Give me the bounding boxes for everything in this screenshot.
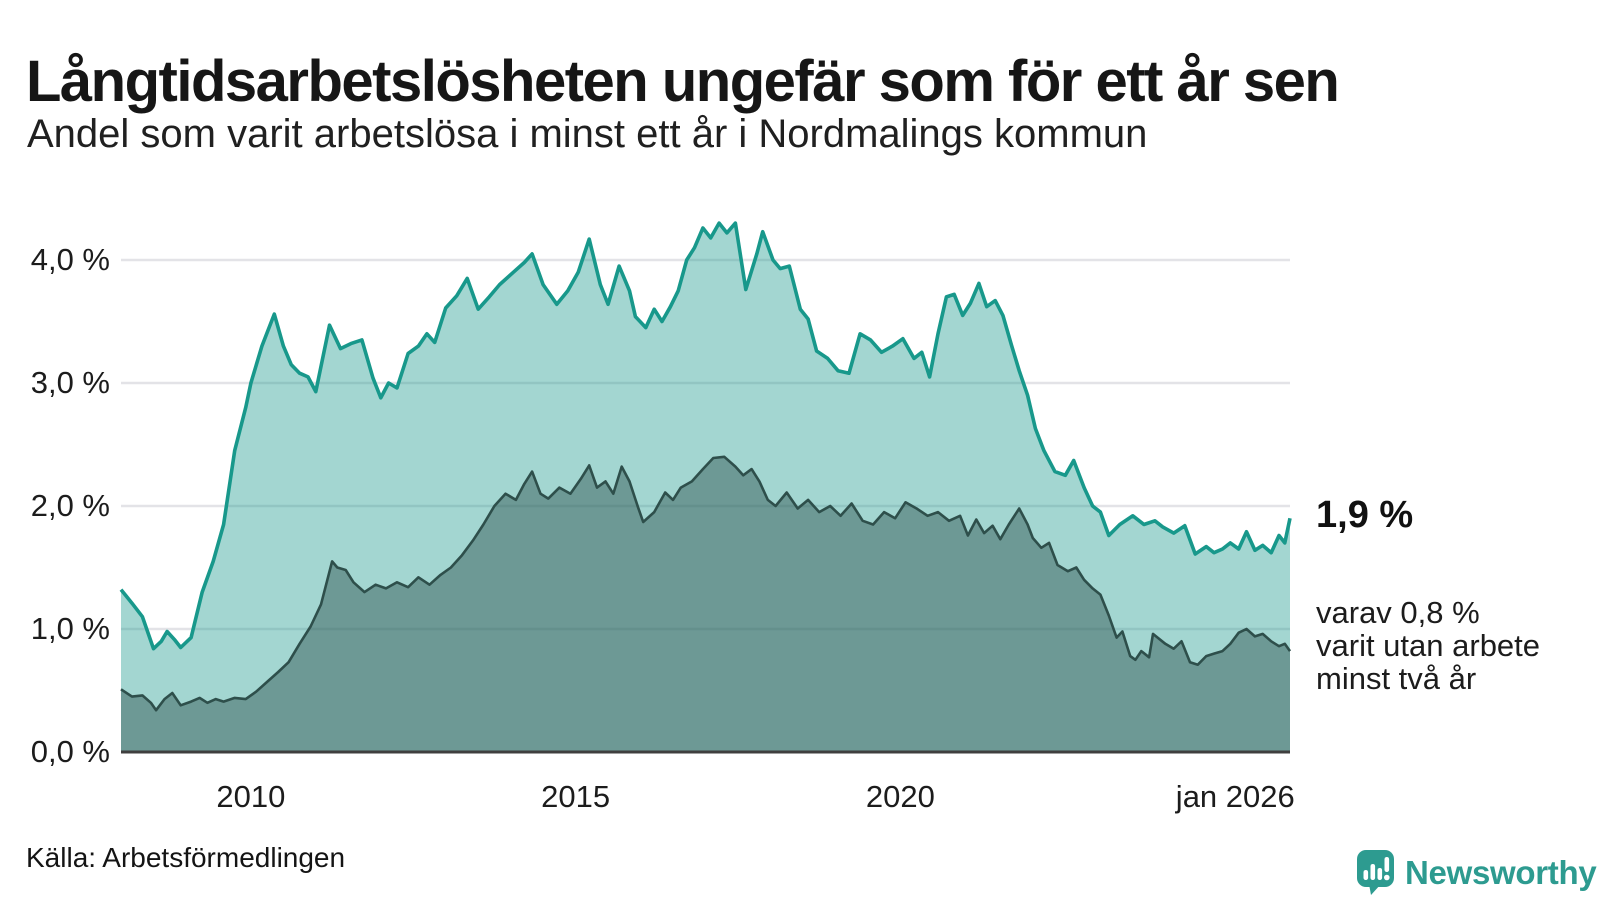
newsworthy-bubble-icon [1357, 850, 1394, 895]
y-axis-tick-label: 4,0 % [30, 242, 110, 277]
secondary-annotation-line: varav 0,8 % [1316, 595, 1480, 630]
y-axis-tick-label: 2,0 % [30, 488, 110, 523]
page-subtitle: Andel som varit arbetslösa i minst ett å… [27, 112, 1148, 156]
page-title: Långtidsarbetslösheten ungefär som för e… [26, 48, 1340, 114]
y-axis-tick-label: 1,0 % [30, 611, 110, 646]
secondary-annotation-line: varit utan arbete [1316, 628, 1541, 663]
newsworthy-wordmark: Newsworthy [1405, 854, 1597, 891]
x-axis-tick-label: 2010 [216, 779, 286, 814]
y-axis-tick-label: 3,0 % [30, 365, 110, 400]
secondary-annotation-line: minst två år [1316, 661, 1477, 696]
x-axis-tick-label: 2015 [541, 779, 611, 814]
source-note: Källa: Arbetsförmedlingen [26, 842, 346, 873]
x-axis-tick-label: 2020 [865, 779, 935, 814]
x-axis-tick-label: jan 2026 [1175, 779, 1295, 814]
end-value-label: 1,9 % [1316, 494, 1414, 537]
secondary-annotation: varav 0,8 % varit utan arbete minst två … [1316, 596, 1540, 695]
newsworthy-logo[interactable]: Newsworthy [1356, 848, 1597, 896]
y-axis-tick-label: 0,0 % [30, 734, 110, 769]
